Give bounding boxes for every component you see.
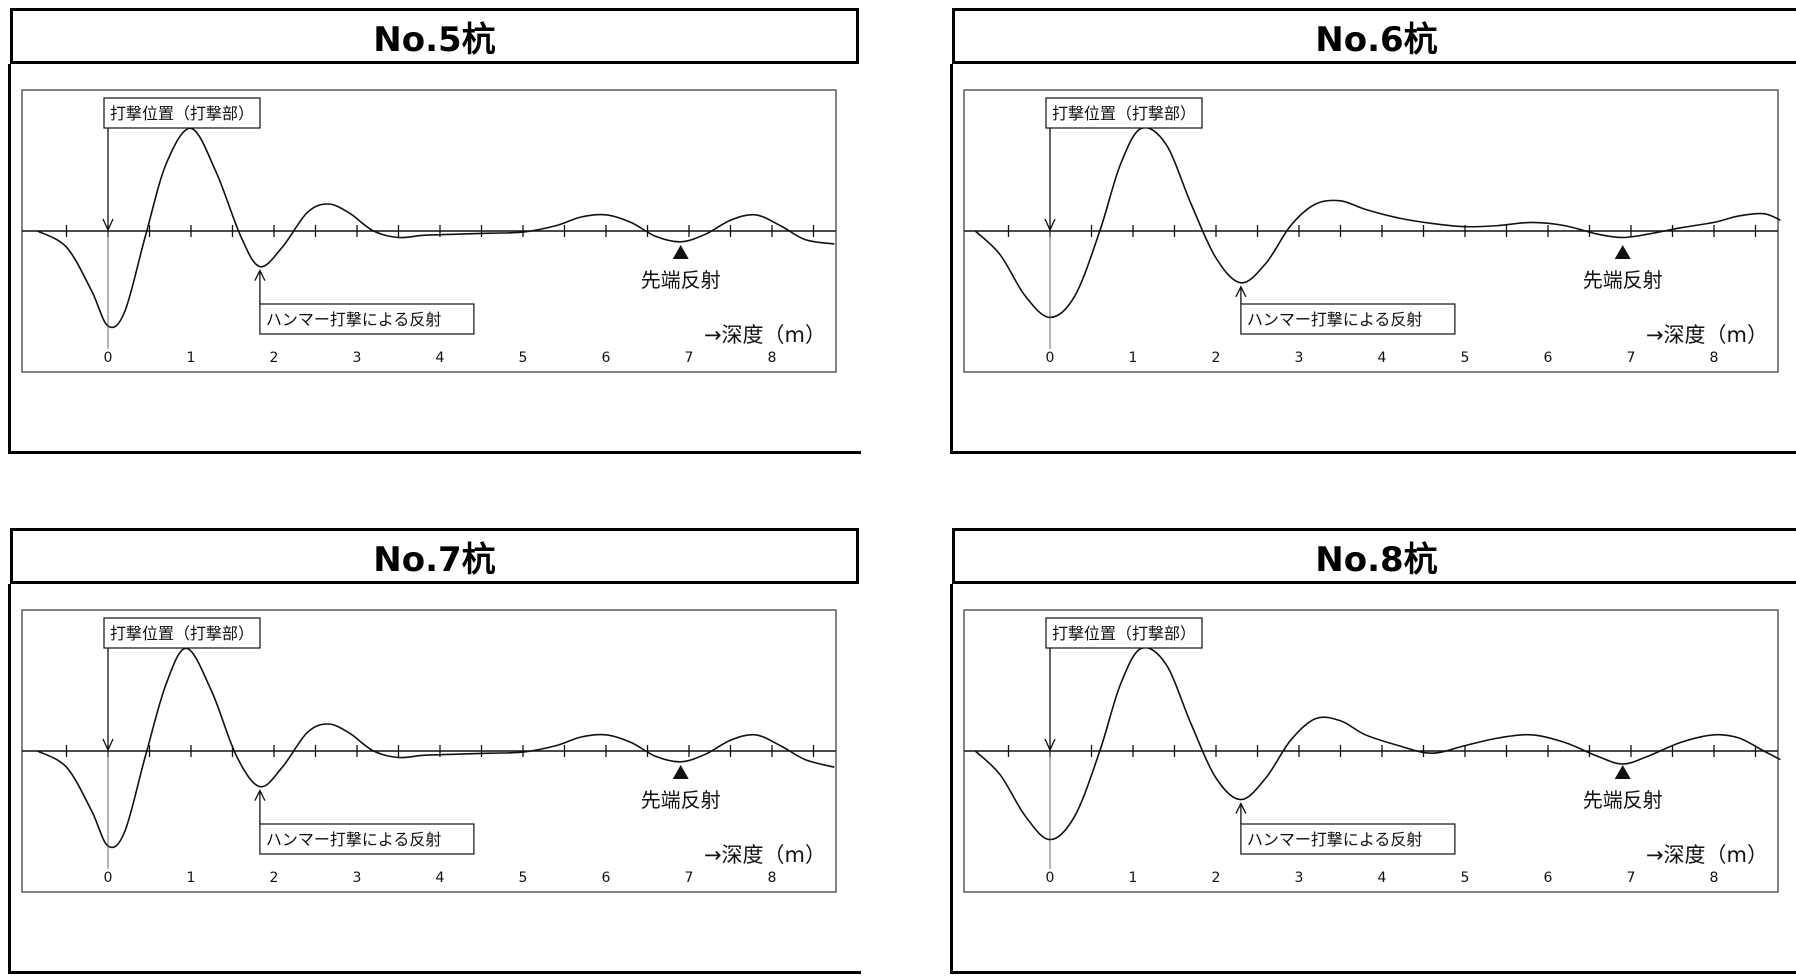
x-axis-label: →深度（m） — [704, 323, 826, 347]
tick-label: 6 — [1544, 870, 1553, 886]
waveform-chart: 0 1 2 3 4 5 6 7 8 打撃位置（打撃部） ハンマー打撃による反射 先端反射 →深度（m） — [21, 609, 837, 893]
tick-label: 8 — [768, 870, 777, 886]
tick-label: 5 — [1461, 870, 1470, 886]
strike-annotation-box — [103, 97, 261, 129]
tick-label: 0 — [104, 350, 113, 366]
tick-label: 7 — [685, 870, 694, 886]
strike-annotation-label: 打撃位置（打撃部） — [1052, 624, 1196, 643]
strike-arrow-head — [102, 738, 114, 752]
chart-title: No.5杭 — [10, 8, 859, 64]
tip-annotation-label: 先端反射 — [1583, 788, 1663, 812]
hammer-annotation-box — [259, 303, 475, 335]
tick-label: 7 — [685, 350, 694, 366]
x-axis-label: →深度（m） — [1646, 843, 1768, 867]
tip-annotation-label: 先端反射 — [641, 268, 721, 292]
strike-annotation-box — [1045, 97, 1203, 129]
tip-marker-triangle — [1614, 765, 1631, 779]
hammer-arrow-head — [254, 269, 266, 281]
tick-label: 7 — [1627, 350, 1636, 366]
tick-label: 4 — [1378, 350, 1387, 366]
x-axis-label: →深度（m） — [1646, 323, 1768, 347]
tick-label: 2 — [270, 350, 279, 366]
tick-label: 0 — [1046, 870, 1055, 886]
hammer-arrow-head — [1235, 802, 1247, 814]
chart-panel-no7: No.7杭 0 1 2 3 4 5 6 7 8 打撃位置（打撃部） ハンマー打撃による反射 先端反射 →… — [8, 528, 861, 974]
tick-label: 4 — [436, 870, 445, 886]
hammer-annotation-label: ハンマー打撃による反射 — [1247, 310, 1423, 329]
waveform-chart: 0 1 2 3 4 5 6 7 8 打撃位置（打撃部） ハンマー打撃による反射 先端反射 →深度（m） — [21, 89, 837, 373]
tip-marker-triangle — [672, 245, 689, 259]
chart-panel-no6: No.6杭 0 1 2 3 4 5 6 7 8 打撃位置（打撃部） ハンマー打撃による反射 先端反射 →… — [950, 8, 1796, 454]
tip-annotation-label: 先端反射 — [641, 788, 721, 812]
tick-label: 3 — [1295, 870, 1304, 886]
panel-frame — [950, 64, 1796, 454]
x-axis-label: →深度（m） — [704, 843, 826, 867]
strike-annotation-label: 打撃位置（打撃部） — [110, 104, 254, 123]
tick-label: 1 — [1129, 870, 1138, 886]
tip-marker-triangle — [1614, 245, 1631, 259]
tick-label: 2 — [1212, 870, 1221, 886]
tick-label: 8 — [768, 350, 777, 366]
hammer-annotation-box — [259, 823, 475, 855]
strike-annotation-box — [1045, 617, 1203, 649]
tick-label: 3 — [353, 350, 362, 366]
tick-label: 4 — [436, 350, 445, 366]
strike-arrow-head — [1044, 738, 1056, 752]
panel-frame — [950, 584, 1796, 974]
hammer-annotation-box — [1240, 823, 1456, 855]
hammer-arrow-head — [1235, 285, 1247, 298]
tick-label: 2 — [270, 870, 279, 886]
strike-annotation-box — [103, 617, 261, 649]
chart-title: No.8杭 — [952, 528, 1796, 584]
waveform-chart: 0 1 2 3 4 5 6 7 8 打撃位置（打撃部） ハンマー打撃による反射 先端反射 →深度（m） — [963, 609, 1781, 893]
chart-title: No.7杭 — [10, 528, 859, 584]
hammer-annotation-box — [1240, 303, 1456, 335]
waveform-chart: 0 1 2 3 4 5 6 7 8 打撃位置（打撃部） ハンマー打撃による反射 先端反射 →深度（m） — [963, 89, 1781, 373]
tick-label: 2 — [1212, 350, 1221, 366]
tick-label: 4 — [1378, 870, 1387, 886]
tick-label: 3 — [1295, 350, 1304, 366]
tick-label: 6 — [602, 350, 611, 366]
tick-label: 1 — [187, 870, 196, 886]
chart-panel-no5: No.5杭 0 1 2 3 4 5 6 7 8 打撃位置（打撃部） ハンマー打撃による反射 先端反射 →… — [8, 8, 861, 454]
panel-frame — [8, 584, 861, 974]
strike-annotation-label: 打撃位置（打撃部） — [1052, 104, 1196, 123]
tick-label: 5 — [1461, 350, 1470, 366]
tick-label: 0 — [104, 870, 113, 886]
hammer-annotation-label: ハンマー打撃による反射 — [1247, 830, 1423, 849]
tick-label: 5 — [519, 350, 528, 366]
strike-arrow-head — [1044, 218, 1056, 232]
strike-arrow-head — [102, 218, 114, 232]
hammer-arrow-head — [254, 789, 266, 801]
tip-marker-triangle — [672, 765, 689, 779]
tick-label: 6 — [602, 870, 611, 886]
waveform-line — [974, 646, 1781, 841]
tick-label: 5 — [519, 870, 528, 886]
tick-label: 6 — [1544, 350, 1553, 366]
strike-annotation-label: 打撃位置（打撃部） — [110, 624, 254, 643]
tick-label: 0 — [1046, 350, 1055, 366]
tick-label: 1 — [1129, 350, 1138, 366]
panel-frame — [8, 64, 861, 454]
waveform-line — [37, 647, 835, 849]
tick-label: 1 — [187, 350, 196, 366]
chart-panel-no8: No.8杭 0 1 2 3 4 5 6 7 8 打撃位置（打撃部） ハンマー打撃による反射 先端反射 →… — [950, 528, 1796, 974]
tick-label: 8 — [1710, 870, 1719, 886]
waveform-line — [974, 126, 1781, 319]
tick-label: 7 — [1627, 870, 1636, 886]
tick-label: 3 — [353, 870, 362, 886]
hammer-annotation-label: ハンマー打撃による反射 — [266, 830, 442, 849]
tip-annotation-label: 先端反射 — [1583, 268, 1663, 292]
waveform-line — [37, 127, 835, 329]
chart-title: No.6杭 — [952, 8, 1796, 64]
tick-label: 8 — [1710, 350, 1719, 366]
hammer-annotation-label: ハンマー打撃による反射 — [266, 310, 442, 329]
